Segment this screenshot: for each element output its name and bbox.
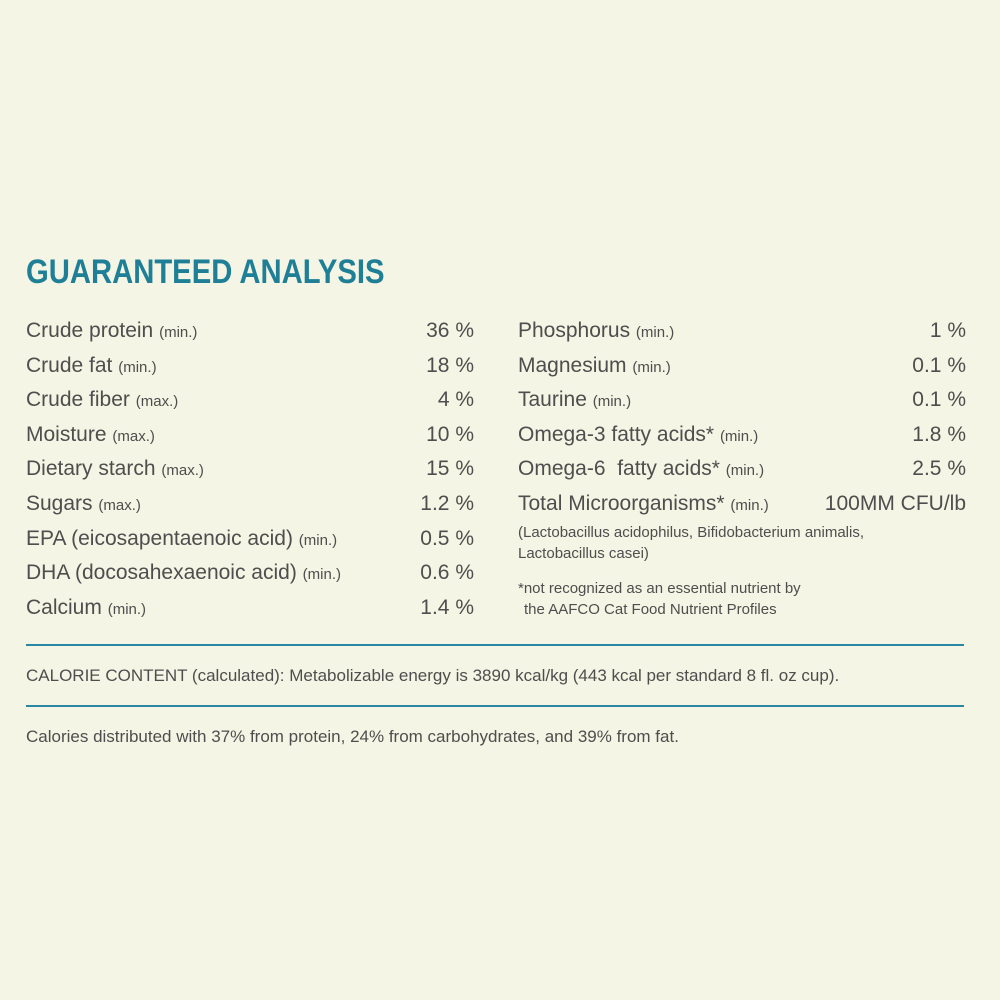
nutrient-row: Dietary starch (max.) 15 % (26, 452, 474, 487)
nutrient-value: 36 % (426, 319, 474, 342)
nutrient-value: 18 % (426, 353, 474, 377)
nutrient-name: Omega-6 fatty acids* (518, 457, 720, 481)
nutrient-qualifier: (max.) (161, 462, 204, 480)
nutrient-name: Phosphorus (518, 319, 631, 342)
nutrient-qualifier: (min.) (719, 427, 759, 445)
nutrient-qualifier: (min.) (159, 324, 198, 341)
calorie-distribution: Calories distributed with 37% from prote… (26, 727, 679, 746)
nutrient-name: Total Microorganisms* (518, 491, 725, 515)
nutrient-value: 4 % (437, 388, 474, 412)
nutrient-row: Moisture (max.) 10 % (26, 418, 474, 453)
nutrient-qualifier: (min.) (298, 531, 338, 549)
nutrient-name: Sugars (26, 491, 93, 515)
nutrient-qualifier: (min.) (632, 358, 671, 376)
nutrient-row: Calcium (min.) 1.4 % (26, 591, 474, 626)
nutrient-value: 1.4 % (420, 595, 474, 619)
nutrient-qualifier: (min.) (730, 496, 769, 514)
microorganisms-list: (Lactobacillus acidophilus, Bifidobacter… (518, 522, 966, 564)
nutrient-name: Crude protein (26, 319, 154, 342)
nutrient-row: Magnesium (min.) 0.1 % (518, 349, 966, 384)
page-title: GUARANTEED ANALYSIS (26, 253, 385, 291)
nutrient-value: 2.5 % (912, 457, 966, 481)
nutrient-row: DHA (docosahexaenoic acid) (min.) 0.6 % (26, 556, 474, 591)
nutrient-row: Taurine (min.) 0.1 % (518, 383, 966, 418)
nutrient-name: Crude fiber (26, 388, 130, 412)
nutrient-name: EPA (eicosapentaenoic acid) (26, 526, 293, 550)
nutrient-row: Omega-3 fatty acids* (min.) 1.8 % (518, 418, 966, 453)
nutrient-name: Crude fat (26, 353, 113, 377)
nutrient-name: Calcium (26, 595, 102, 619)
footnote-line: the AAFCO Cat Food Nutrient Profiles (524, 600, 777, 618)
nutrient-row: Sugars (max.) 1.2 % (26, 487, 474, 522)
nutrient-value: 0.5 % (420, 526, 474, 550)
nutrient-qualifier: (min.) (118, 358, 157, 376)
footnote-line: *not recognized as an essential nutrient… (518, 579, 801, 597)
nutrient-qualifier: (min.) (107, 600, 147, 618)
nutrient-name: Omega-3 fatty acids* (518, 422, 715, 446)
nutrient-qualifier: (min.) (725, 462, 765, 480)
nutrient-qualifier: (max.) (135, 393, 179, 411)
nutrient-value: 15 % (426, 457, 474, 481)
analysis-right-column: Phosphorus (min.) 1 % Magnesium (min.) 0… (518, 314, 966, 620)
microorganisms-line: Lactobacillus casei) (518, 544, 649, 562)
nutrient-value: 1.2 % (420, 491, 474, 515)
nutrient-row: Crude fat (min.) 18 % (26, 349, 474, 384)
nutrient-name: Dietary starch (26, 457, 156, 481)
microorganisms-line: (Lactobacillus acidophilus, Bifidobacter… (518, 523, 865, 541)
nutrient-qualifier: (min.) (635, 324, 675, 341)
nutrient-qualifier: (max.) (112, 427, 155, 445)
nutrient-value: 0.1 % (912, 388, 966, 412)
nutrient-qualifier: (min.) (302, 566, 341, 584)
divider (26, 705, 964, 707)
nutrient-row: Crude protein (min.) 36 % (26, 314, 474, 349)
calorie-content: CALORIE CONTENT (calculated): Metaboliza… (26, 666, 840, 685)
nutrient-value: 10 % (426, 422, 474, 446)
nutrient-name: Magnesium (518, 353, 627, 377)
nutrient-row: Total Microorganisms* (min.) 100MM CFU/l… (518, 487, 966, 522)
nutrient-row: EPA (eicosapentaenoic acid) (min.) 0.5 % (26, 522, 474, 557)
nutrient-qualifier: (min.) (592, 393, 632, 411)
nutrient-name: DHA (docosahexaenoic acid) (26, 561, 297, 585)
nutrient-row: Phosphorus (min.) 1 % (518, 314, 966, 349)
nutrient-qualifier: (max.) (98, 496, 141, 514)
nutrient-value: 1.8 % (912, 422, 966, 446)
nutrient-name: Taurine (518, 388, 587, 412)
nutrient-value: 100MM CFU/lb (824, 491, 966, 515)
divider (26, 644, 964, 646)
nutrient-row: Omega-6 fatty acids* (min.) 2.5 % (518, 452, 966, 487)
footnote: *not recognized as an essential nutrient… (518, 578, 966, 620)
analysis-left-column: Crude protein (min.) 36 % Crude fat (min… (26, 314, 474, 625)
nutrient-name: Moisture (26, 422, 107, 446)
nutrient-value: 0.6 % (420, 561, 474, 585)
nutrient-value: 1 % (929, 319, 966, 342)
nutrient-row: Crude fiber (max.) 4 % (26, 383, 474, 418)
nutrient-value: 0.1 % (912, 353, 966, 377)
